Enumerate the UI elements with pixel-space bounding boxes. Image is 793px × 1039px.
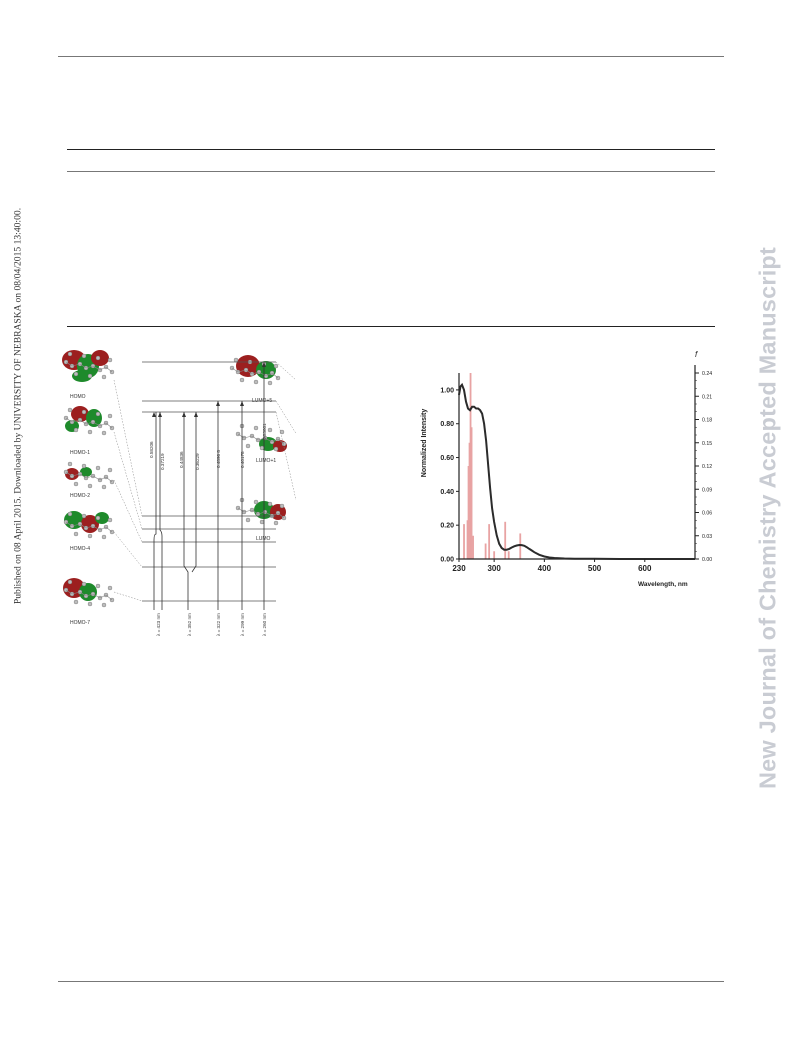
wavelength-label: λ = 322 nm (216, 613, 221, 636)
header-rule (58, 56, 724, 57)
y-tick-label: 0.60 (440, 455, 454, 462)
homo-4-label: HOMO-4 (70, 546, 90, 552)
secondary-axis-label: f (695, 350, 698, 359)
y-tick-label: 0.80 (440, 421, 454, 428)
x-tick-label: 600 (638, 564, 652, 573)
occupied-levels (142, 515, 276, 602)
footer-rule (58, 981, 724, 982)
y2-tick-label: 0.18 (702, 418, 712, 424)
oscillator-bar (470, 427, 473, 559)
oscillator-bar (484, 543, 487, 559)
coefficient-label: 0.37219 (160, 453, 165, 470)
lumo-plus-1-label: LUMO+1 (256, 458, 276, 464)
table-bottom-rule (67, 326, 715, 327)
coefficient-label: 0.40178 (240, 451, 245, 468)
y-tick-label: 0.40 (440, 489, 454, 496)
oscillator-bar (469, 373, 472, 559)
lumo-orbital-image (235, 497, 287, 526)
oscillator-bar (519, 533, 522, 559)
arrow-heads (152, 362, 266, 417)
homo-1-label: HOMO-1 (70, 450, 90, 456)
x-axis-label: Wavelength, nm (638, 581, 688, 588)
homo-4-orbital-image (63, 511, 115, 540)
y2-tick-label: 0.15 (702, 441, 712, 447)
virtual-levels (142, 361, 276, 413)
lumo-plus-5-orbital-image (229, 355, 281, 386)
y2-tick-label: 0.21 (702, 394, 712, 400)
x-tick-label: 400 (538, 564, 552, 573)
homo-7-orbital-image (63, 578, 115, 608)
connector-lines (113, 361, 296, 602)
coefficient-label: 0.58206 (149, 441, 154, 458)
x-tick-label: 230 (452, 564, 466, 573)
transition-arrows (153, 362, 265, 610)
homo-orbital-image (62, 350, 115, 382)
oscillator-bar (463, 524, 465, 559)
y2-tick-label: 0.09 (702, 487, 712, 493)
y2-tick-label: 0.24 (702, 371, 712, 377)
y2-tick-label: 0.03 (702, 534, 712, 540)
table-top-rule (67, 149, 715, 150)
watermark-text: New Journal of Chemistry Accepted Manusc… (754, 246, 781, 790)
publication-notice: Published on 08 April 2015. Downloaded b… (10, 0, 26, 1039)
homo-2-label: HOMO-2 (70, 493, 90, 499)
y-tick-label: 0.00 (440, 557, 454, 564)
y-axis-label: Normalized Intensity (421, 409, 428, 478)
homo-7-label: HOMO-7 (70, 620, 90, 626)
y2-tick-label: 0.06 (702, 511, 712, 517)
wavelength-label: λ = 423 nm (156, 613, 161, 636)
accepted-manuscript-watermark: New Journal of Chemistry Accepted Manusc… (748, 0, 788, 1039)
y2-tick-label: 0.12 (702, 464, 712, 470)
oscillator-bar (488, 524, 491, 559)
spectrum-line (458, 382, 695, 560)
oscillator-bar (466, 520, 469, 559)
oscillator-bar (504, 521, 507, 559)
oscillator-bar (468, 442, 471, 559)
oscillator-bar (467, 466, 470, 559)
oscillator-bar (472, 535, 474, 559)
homo-1-orbital-image (63, 406, 115, 436)
lumo-plus-1-orbital-image (235, 423, 287, 452)
wavelength-label: λ = 352 nm (187, 613, 192, 636)
oscillator-bar (493, 551, 496, 559)
homo-label: HOMO (70, 394, 86, 400)
x-tick-label: 500 (588, 564, 602, 573)
y2-tick-label: 0.00 (702, 557, 712, 563)
wavelength-label: λ = 299 nm (240, 613, 245, 636)
coefficient-label: 0.4896 8 (216, 450, 221, 468)
x-tick-label: 300 (487, 564, 501, 573)
orbital-transition-diagram: HOMO HOMO-1 HOMO-2 HOMO-4 HOMO-7 LUMO+5 (62, 350, 296, 636)
coefficient-label: 0.44836 (179, 451, 184, 468)
publication-notice-text: Published on 08 April 2015. Downloaded b… (12, 207, 24, 605)
y-tick-label: 0.20 (440, 523, 454, 530)
coefficient-label: 0.36229 (195, 453, 200, 470)
y-tick-label: 1.00 (440, 387, 454, 394)
homo-2-orbital-image (63, 461, 115, 490)
oscillator-bar (507, 551, 510, 559)
table-header-rule (67, 171, 715, 172)
coefficient-label: 0.53601 (262, 423, 267, 440)
wavelength-label: λ = 260 nm (262, 613, 267, 636)
lumo-label: LUMO (256, 536, 271, 542)
absorption-spectrum-chart: 0.00 0.20 0.40 0.60 0.80 1.00 0.00 0.03 0.06 0.09… (421, 350, 712, 588)
